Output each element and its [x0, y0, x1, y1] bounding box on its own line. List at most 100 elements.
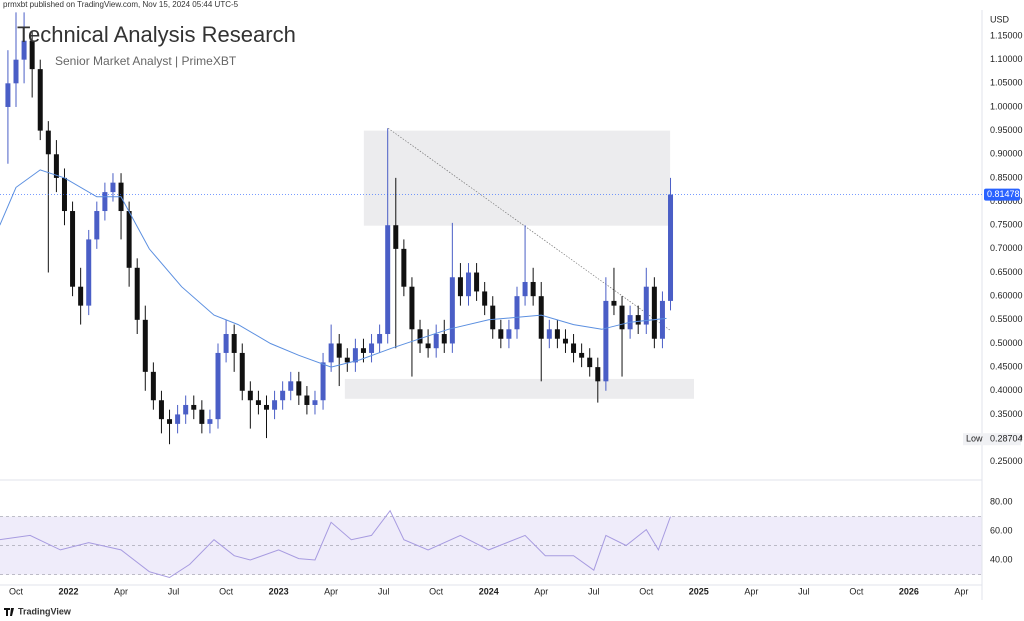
- x-tick-label: Apr: [954, 586, 968, 596]
- candle-body: [498, 329, 504, 339]
- candle-body: [369, 343, 375, 353]
- candle-body: [466, 272, 472, 297]
- y-tick-label: 0.90000: [990, 149, 1023, 159]
- candle-body: [312, 400, 318, 405]
- candle-body: [401, 248, 407, 287]
- candle-body: [255, 400, 261, 405]
- candle-body: [215, 352, 221, 420]
- indicator-tick-label: 40.00: [990, 554, 1013, 564]
- candle-body: [142, 319, 148, 372]
- low-value: 0.28704: [990, 434, 1023, 444]
- candle-body: [651, 286, 657, 339]
- candle-body: [562, 338, 568, 344]
- x-tick-label: Jul: [798, 586, 810, 596]
- candle-body: [490, 305, 496, 330]
- candle-body: [538, 296, 544, 339]
- y-tick-label: 0.35000: [990, 409, 1023, 419]
- title: Technical Analysis Research: [17, 22, 296, 47]
- low-box: [963, 433, 1021, 446]
- candle-body: [53, 154, 59, 178]
- x-tick-label: Jul: [168, 586, 180, 596]
- candle-body: [29, 40, 35, 70]
- published: prmxbt published on TradingView.com, Nov…: [3, 0, 239, 9]
- candle-body: [183, 404, 189, 415]
- candle-body: [320, 362, 326, 401]
- candle-body: [223, 334, 229, 353]
- indicator-tick-label: 60.00: [990, 525, 1013, 535]
- candle-body: [280, 390, 286, 401]
- candle-body: [102, 192, 108, 212]
- candle-body: [571, 343, 577, 353]
- candle-body: [522, 281, 528, 297]
- candle-body: [344, 357, 350, 363]
- x-tick-label: 2022: [59, 586, 79, 596]
- candle-body: [360, 348, 366, 353]
- candle-body: [304, 395, 310, 405]
- candle-body: [441, 334, 447, 344]
- candle-body: [296, 381, 302, 396]
- x-tick-label: Apr: [744, 586, 758, 596]
- brand: TradingView: [18, 606, 72, 616]
- candle-body: [587, 357, 593, 368]
- y-tick-label: 0.75000: [990, 220, 1023, 230]
- candle-body: [546, 329, 552, 339]
- candle-body: [61, 177, 67, 212]
- y-tick-label: 0.60000: [990, 291, 1023, 301]
- candle-body: [514, 296, 520, 330]
- indicator-tick-label: 80.00: [990, 496, 1013, 506]
- y-tick-label: 1.00000: [990, 101, 1023, 111]
- y-tick-label: 0.95000: [990, 125, 1023, 135]
- candle-body: [425, 343, 431, 349]
- candle-body: [595, 367, 601, 382]
- candle-body: [579, 352, 585, 358]
- y-tick-label: 0.25000: [990, 456, 1023, 466]
- zone: [363, 130, 671, 226]
- x-tick-label: Apr: [534, 586, 548, 596]
- candle-body: [37, 69, 43, 131]
- indicator-line: [0, 509, 671, 579]
- candle-body: [377, 334, 383, 344]
- candle-body: [288, 381, 294, 391]
- candle-body: [474, 272, 480, 292]
- candle-body: [13, 59, 19, 84]
- candle-body: [239, 352, 245, 391]
- candle-body: [554, 329, 560, 339]
- candle-body: [385, 225, 391, 335]
- candle-body: [328, 343, 334, 363]
- candle-body: [191, 404, 197, 410]
- y-tick-label: 1.10000: [990, 54, 1023, 64]
- x-tick-label: 2026: [899, 586, 919, 596]
- candle-body: [433, 334, 439, 349]
- candle-body: [611, 300, 617, 306]
- y-tick-label: 0.45000: [990, 362, 1023, 372]
- candle-body: [668, 194, 674, 301]
- candle-body: [78, 286, 84, 306]
- candle-body: [263, 404, 269, 410]
- y-tick-label: 1.05000: [990, 78, 1023, 88]
- brand-logo: [4, 608, 14, 616]
- candle-body: [175, 414, 181, 424]
- x-tick-label: 2023: [269, 586, 289, 596]
- candle-body: [659, 300, 665, 339]
- candle-body: [247, 390, 253, 401]
- candle-body: [110, 182, 116, 193]
- candle-body: [603, 300, 609, 382]
- candle-body: [199, 409, 205, 424]
- candle-body: [207, 419, 213, 424]
- x-tick-label: Oct: [849, 586, 864, 596]
- candle-body: [530, 281, 536, 297]
- candle-body: [231, 334, 237, 353]
- x-tick-label: 2024: [479, 586, 499, 596]
- y-tick-label: 0.80000: [990, 196, 1023, 206]
- x-tick-label: Jul: [588, 586, 600, 596]
- y-tick-label: 0.50000: [990, 338, 1023, 348]
- x-tick-label: Apr: [324, 586, 338, 596]
- candle-body: [21, 40, 27, 60]
- candle-body: [5, 83, 11, 107]
- candle-body: [449, 277, 455, 344]
- candle-body: [635, 315, 641, 325]
- candle-body: [643, 286, 649, 325]
- candle-body: [150, 371, 156, 401]
- currency: USD: [990, 14, 1010, 24]
